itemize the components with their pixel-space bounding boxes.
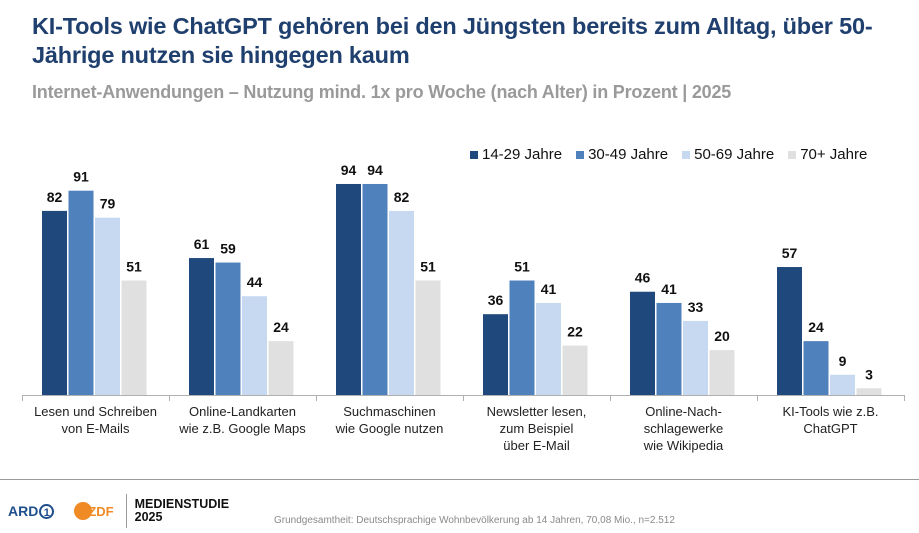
bar xyxy=(362,183,388,395)
legend-item-14-29: 14-29 Jahre xyxy=(470,146,562,163)
value-label: 94 xyxy=(367,162,383,178)
footer-divider xyxy=(0,479,919,480)
bar xyxy=(830,374,855,395)
value-label: 41 xyxy=(541,281,557,297)
study-line1: MEDIENSTUDIE xyxy=(134,497,230,511)
category-label: über E-Mail xyxy=(503,438,570,453)
value-label: 24 xyxy=(808,319,824,335)
value-label: 33 xyxy=(688,299,704,315)
value-label: 3 xyxy=(865,366,873,382)
bar xyxy=(777,267,802,395)
category-label: Online-Nach- xyxy=(645,404,722,419)
legend-item-50-69: 50-69 Jahre xyxy=(682,146,774,163)
chart-subtitle: Internet-Anwendungen – Nutzung mind. 1x … xyxy=(32,82,732,102)
bar xyxy=(630,291,655,395)
value-label: 91 xyxy=(73,169,89,185)
bar xyxy=(709,350,735,395)
value-label: 57 xyxy=(782,245,798,261)
zdf-circle-icon xyxy=(74,502,93,520)
category-label: schlagewerke xyxy=(644,421,724,436)
legend-label: 14-29 Jahre xyxy=(482,146,563,163)
legend-label: 50-69 Jahre xyxy=(694,146,775,163)
bar xyxy=(336,183,361,395)
zdf-logo: ZDF xyxy=(74,502,114,520)
category-label: von E-Mails xyxy=(62,421,130,436)
legend-swatch xyxy=(576,150,585,159)
legend: 14-29 Jahre 30-49 Jahre 50-69 Jahre 70+ … xyxy=(470,146,867,163)
bar xyxy=(536,302,561,395)
footer-logos: ARD 1 ZDF MEDIENSTUDIE 2025 xyxy=(8,494,229,528)
ard-label: ARD xyxy=(8,503,39,519)
zdf-label: ZDF xyxy=(88,503,114,519)
category-label: KI-Tools wie z.B. xyxy=(782,404,878,419)
chart-title: KI-Tools wie ChatGPT gehören bei den Jün… xyxy=(32,13,873,68)
bar xyxy=(389,210,414,395)
category-label: Suchmaschinen xyxy=(343,404,436,419)
source-note: Grundgesamtheit: Deutschsprachige Wohnbe… xyxy=(274,515,675,526)
value-label: 51 xyxy=(126,259,142,275)
bar xyxy=(483,314,508,395)
ard-logo: ARD 1 xyxy=(8,503,55,519)
value-label: 46 xyxy=(635,270,651,286)
value-label: 20 xyxy=(714,328,730,344)
legend-item-70plus: 70+ Jahre xyxy=(788,146,867,163)
value-label: 51 xyxy=(420,259,436,275)
legend-swatch xyxy=(682,150,691,159)
category-label: zum Beispiel xyxy=(500,421,574,436)
legend-label: 70+ Jahre xyxy=(800,146,868,163)
study-name: MEDIENSTUDIE 2025 xyxy=(135,498,229,524)
value-label: 79 xyxy=(100,196,116,212)
bar xyxy=(856,388,882,395)
value-label: 9 xyxy=(839,353,847,369)
value-label: 94 xyxy=(341,162,357,178)
bar xyxy=(803,341,829,395)
study-line2: 2025 xyxy=(134,510,163,524)
value-label: 59 xyxy=(220,241,236,257)
value-label: 44 xyxy=(247,274,263,290)
value-label: 82 xyxy=(47,189,63,205)
category-label: Online-Landkarten xyxy=(189,404,296,419)
category-label: Newsletter lesen, xyxy=(487,404,587,419)
bar xyxy=(121,280,147,395)
bar xyxy=(509,280,535,395)
ard-one-icon: 1 xyxy=(39,503,55,519)
bar xyxy=(242,296,267,395)
bar xyxy=(215,262,241,395)
value-label: 41 xyxy=(661,281,677,297)
bar xyxy=(268,341,294,395)
value-label: 22 xyxy=(567,324,583,340)
bar xyxy=(656,302,682,395)
legend-label: 30-49 Jahre xyxy=(588,146,669,163)
bar xyxy=(683,320,708,395)
bar xyxy=(189,258,214,395)
logo-divider xyxy=(125,494,127,528)
legend-item-30-49: 30-49 Jahre xyxy=(576,146,668,163)
category-label: ChatGPT xyxy=(803,421,857,436)
bar xyxy=(562,345,588,395)
value-label: 51 xyxy=(514,259,530,275)
bar xyxy=(415,280,441,395)
legend-swatch xyxy=(470,150,478,159)
category-label: wie Google nutzen xyxy=(335,421,444,436)
category-label: wie Wikipedia xyxy=(643,438,724,453)
bar-chart: 82 91 79 51 Lesen und Schreiben von E-Mails 61… xyxy=(22,162,905,453)
value-label: 24 xyxy=(273,319,289,335)
bar xyxy=(68,190,94,395)
category-label: Lesen und Schreiben xyxy=(34,404,157,419)
legend-swatch xyxy=(788,150,797,159)
value-label: 36 xyxy=(488,292,504,308)
category-label: wie z.B. Google Maps xyxy=(178,421,306,436)
value-label: 82 xyxy=(394,189,410,205)
bar xyxy=(95,217,120,395)
bar xyxy=(42,210,67,395)
value-label: 61 xyxy=(194,236,210,252)
